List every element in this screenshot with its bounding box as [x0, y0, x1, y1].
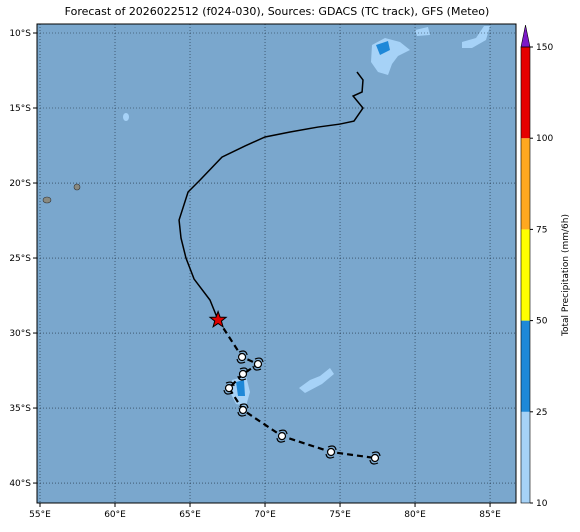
- colorbar-tick-label: 75: [536, 225, 547, 235]
- cyclone-symbol: [238, 369, 248, 379]
- x-tick-label: 80°E: [404, 510, 426, 520]
- cyclone-arms: [237, 403, 249, 417]
- cyclone-arms: [237, 367, 249, 381]
- precip-area: [415, 27, 430, 36]
- y-tick-label: 15°S: [9, 104, 31, 114]
- colorbar-tick-label: 50: [536, 317, 548, 327]
- colorbar-segment: [521, 138, 530, 230]
- cyclone-arms: [236, 350, 248, 364]
- precip-area: [376, 41, 390, 55]
- precip-area: [236, 380, 245, 396]
- colorbar-label: Total Precipitation (mm/6h): [561, 214, 571, 337]
- colorbar-frame: [520, 46, 531, 504]
- colorbar-segment: [521, 229, 530, 321]
- y-tick-label: 10°S: [9, 29, 31, 39]
- islands: [42, 183, 81, 204]
- chart-title: Forecast of 2026022512 (f024-030), Sourc…: [65, 5, 490, 18]
- x-tick-label: 60°E: [104, 510, 126, 520]
- track-line: [178, 71, 364, 321]
- cyclone-symbol: [277, 431, 287, 441]
- colorbar-tick-label: 10: [536, 499, 548, 509]
- cyclone-arms: [252, 357, 264, 371]
- y-tick-label: 40°S: [9, 479, 31, 489]
- cyclone-symbol: [326, 447, 336, 457]
- current-position-star: [208, 310, 228, 329]
- colorbar-tick-label: 100: [536, 134, 553, 144]
- cyclone-arms: [276, 429, 288, 443]
- ocean: [37, 24, 516, 503]
- y-tick-label: 30°S: [9, 329, 31, 339]
- cyclone-arms: [325, 445, 337, 459]
- cyclone-symbol: [224, 383, 234, 393]
- cyclone-arms: [369, 451, 381, 465]
- precip-area: [123, 113, 129, 121]
- island: [73, 183, 81, 191]
- x-tick-label: 85°E: [479, 510, 501, 520]
- colorbar-segment: [521, 47, 530, 139]
- precip-area: [462, 26, 490, 48]
- cyclone-symbol: [238, 405, 248, 415]
- x-tick-label: 55°E: [29, 510, 51, 520]
- precip-area: [299, 368, 334, 393]
- island: [42, 196, 52, 204]
- colorbar-tick-label: 25: [536, 408, 547, 418]
- y-tick-label: 25°S: [9, 254, 31, 264]
- y-tick-label: 35°S: [9, 404, 31, 414]
- cyclone-symbol: [237, 352, 247, 362]
- plot-frame: [36, 23, 517, 504]
- x-tick-label: 70°E: [254, 510, 276, 520]
- colorbar-extend: [520, 24, 531, 48]
- cyclone-arms: [223, 381, 235, 395]
- colorbar-tick-label: 150: [536, 43, 553, 53]
- x-tick-label: 65°E: [179, 510, 201, 520]
- colorbar-segment: [521, 411, 530, 503]
- cyclone-symbol: [370, 453, 380, 463]
- colorbar-segment: [521, 320, 530, 412]
- y-tick-label: 20°S: [9, 179, 31, 189]
- cyclone-symbol: [253, 359, 263, 369]
- x-tick-label: 75°E: [329, 510, 351, 520]
